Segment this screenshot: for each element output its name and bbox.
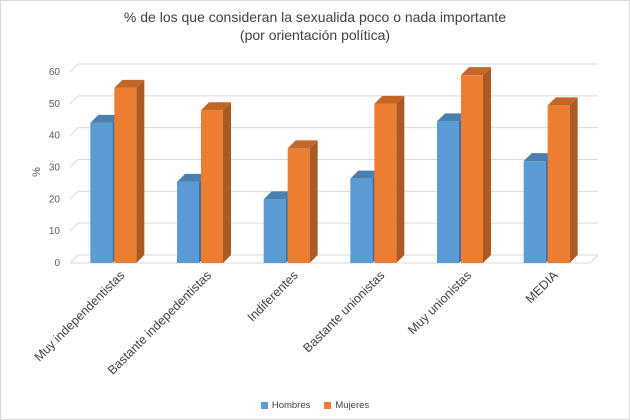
bar-hombres: [437, 121, 459, 263]
bar-top: [437, 113, 467, 122]
chart-subtitle: (por orientación política): [239, 27, 391, 43]
legend-item-hombres: Hombres: [260, 400, 311, 411]
y-tick-label: 0: [54, 258, 60, 269]
bar-mujeres: [287, 148, 310, 263]
y-tick-label: 50: [49, 99, 61, 110]
chart-legend: Hombres Mujeres: [0, 400, 630, 411]
bar-mujeres: [374, 103, 397, 263]
bar-top: [547, 97, 578, 106]
chart-title: % de los que consideran la sexualida poc…: [123, 9, 507, 25]
bar-top: [177, 173, 207, 182]
gridline-side: [69, 127, 79, 137]
gridline-side: [69, 190, 79, 200]
legend-swatch-mujeres: [324, 402, 332, 409]
bar-top: [287, 140, 318, 149]
gridline-side: [69, 95, 79, 105]
gridline-side: [69, 254, 79, 264]
x-category-label: Indiferentes: [245, 268, 301, 324]
bar-hombres: [263, 199, 286, 263]
bar-hombres: [177, 181, 199, 263]
y-tick-label: 10: [49, 226, 61, 237]
bar-hombres: [90, 122, 113, 263]
bar-hombres: [523, 161, 546, 263]
x-category-label: Muy unionistas: [405, 268, 474, 337]
bar-mujeres: [547, 105, 570, 263]
y-axis-label: %: [31, 167, 43, 177]
gridline-side: [69, 159, 79, 168]
bar-side: [223, 102, 231, 263]
x-category-label: Bastante indepedentistas: [105, 268, 214, 377]
legend-label-mujeres: Mujeres: [335, 400, 370, 411]
y-tick-label: 30: [49, 163, 61, 174]
bar-top: [114, 79, 145, 88]
legend-item-mujeres: Mujeres: [324, 400, 369, 411]
bar-top: [523, 153, 554, 162]
y-tick-label: 20: [49, 194, 61, 205]
x-category-label: Bastante unionistas: [300, 268, 387, 355]
bar-side: [569, 97, 578, 263]
bar-top: [90, 114, 121, 123]
bar-side: [309, 140, 318, 263]
bar-top: [461, 67, 491, 76]
bar-mujeres: [461, 75, 483, 263]
bar-top: [201, 102, 231, 111]
y-tick-label: 40: [49, 131, 61, 142]
bar-mujeres: [201, 110, 223, 263]
floor-edge: [589, 254, 599, 264]
bar-mujeres: [114, 87, 137, 264]
gridline-side: [69, 63, 79, 73]
bar-side: [483, 67, 491, 263]
y-tick-label: 60: [49, 67, 61, 78]
bar-side: [396, 95, 405, 263]
bar-top: [263, 191, 294, 200]
bar-hombres: [350, 178, 373, 263]
x-category-label: MEDIA: [523, 268, 561, 306]
legend-label-hombres: Hombres: [271, 400, 311, 411]
legend-swatch-hombres: [260, 402, 268, 409]
gridline-side: [69, 222, 79, 232]
bar-top: [350, 170, 381, 179]
bar-side: [136, 79, 145, 264]
bar-top: [374, 95, 405, 104]
x-category-label: Muy independentistas: [32, 268, 128, 364]
